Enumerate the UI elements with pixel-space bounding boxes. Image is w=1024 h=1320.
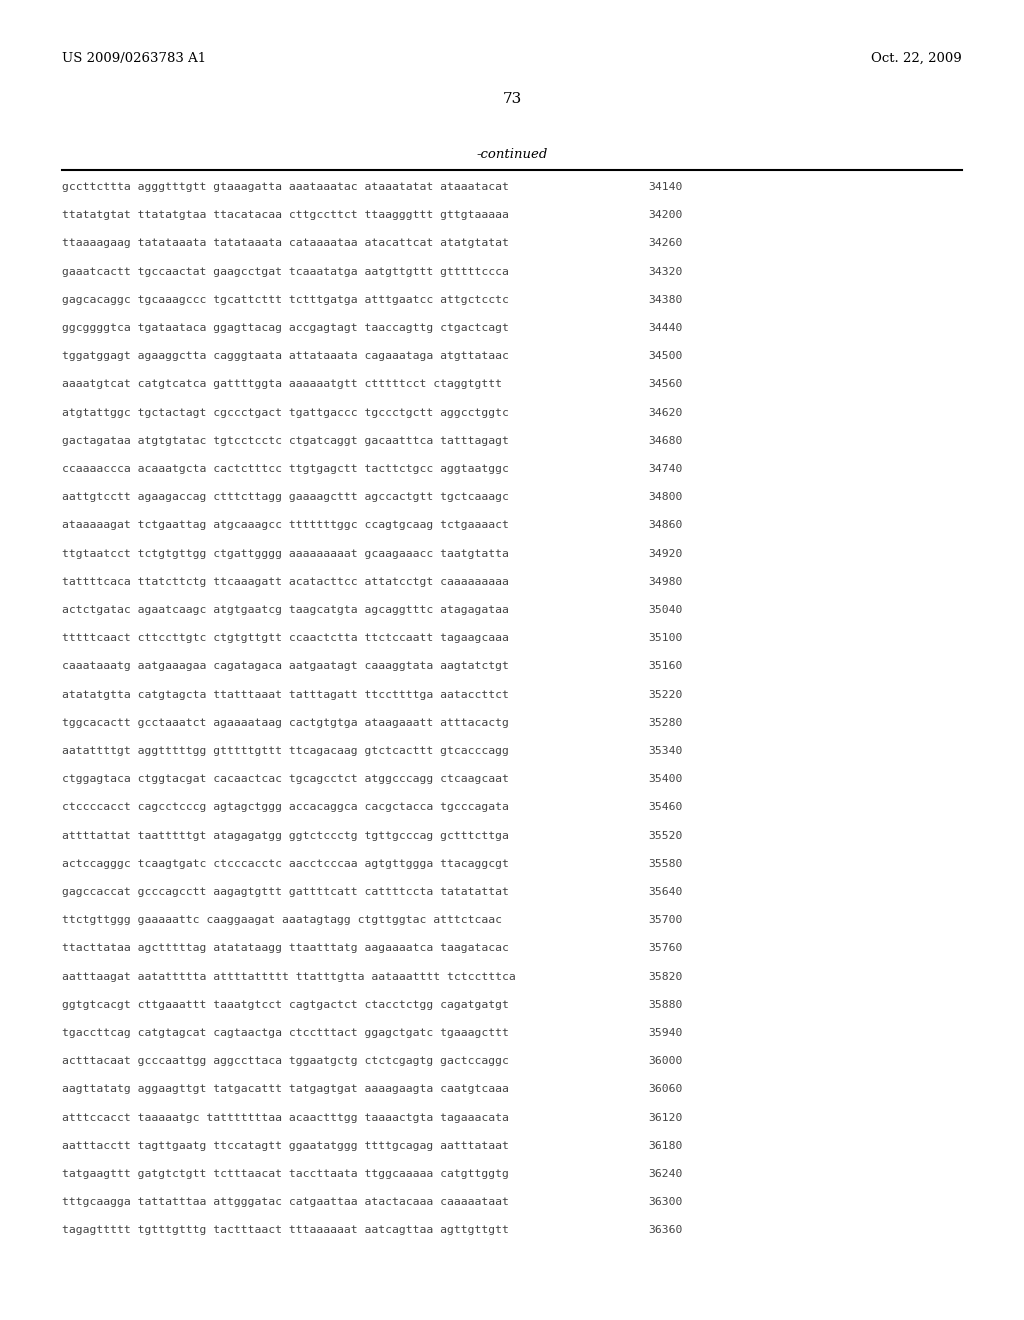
Text: 34740: 34740 — [648, 465, 682, 474]
Text: 35100: 35100 — [648, 634, 682, 643]
Text: 35820: 35820 — [648, 972, 682, 982]
Text: 34620: 34620 — [648, 408, 682, 417]
Text: aatttaagat aatattttta attttattttt ttatttgtta aataaatttt tctcctttca: aatttaagat aatattttta attttattttt ttattt… — [62, 972, 516, 982]
Text: 35400: 35400 — [648, 775, 682, 784]
Text: 35700: 35700 — [648, 915, 682, 925]
Text: 34380: 34380 — [648, 294, 682, 305]
Text: 35940: 35940 — [648, 1028, 682, 1038]
Text: -continued: -continued — [476, 148, 548, 161]
Text: tgaccttcag catgtagcat cagtaactga ctcctttact ggagctgatc tgaaagcttt: tgaccttcag catgtagcat cagtaactga ctccttt… — [62, 1028, 509, 1038]
Text: ttatatgtat ttatatgtaa ttacatacaa cttgccttct ttaagggttt gttgtaaaaa: ttatatgtat ttatatgtaa ttacatacaa cttgcct… — [62, 210, 509, 220]
Text: aattgtcctt agaagaccag ctttcttagg gaaaagcttt agccactgtt tgctcaaagc: aattgtcctt agaagaccag ctttcttagg gaaaagc… — [62, 492, 509, 502]
Text: 73: 73 — [503, 92, 521, 106]
Text: 36300: 36300 — [648, 1197, 682, 1208]
Text: tagagttttt tgtttgtttg tactttaact tttaaaaaat aatcagttaa agttgttgtt: tagagttttt tgtttgtttg tactttaact tttaaaa… — [62, 1225, 509, 1236]
Text: 34500: 34500 — [648, 351, 682, 362]
Text: caaataaatg aatgaaagaa cagatagaca aatgaatagt caaaggtata aagtatctgt: caaataaatg aatgaaagaa cagatagaca aatgaat… — [62, 661, 509, 672]
Text: 34560: 34560 — [648, 379, 682, 389]
Text: 34320: 34320 — [648, 267, 682, 277]
Text: 35340: 35340 — [648, 746, 682, 756]
Text: aatattttgt aggtttttgg gtttttgttt ttcagacaag gtctcacttt gtcacccagg: aatattttgt aggtttttgg gtttttgttt ttcagac… — [62, 746, 509, 756]
Text: 34680: 34680 — [648, 436, 682, 446]
Text: aagttatatg aggaagttgt tatgacattt tatgagtgat aaaagaagta caatgtcaaa: aagttatatg aggaagttgt tatgacattt tatgagt… — [62, 1085, 509, 1094]
Text: 35280: 35280 — [648, 718, 682, 727]
Text: tggcacactt gcctaaatct agaaaataag cactgtgtga ataagaaatt atttacactg: tggcacactt gcctaaatct agaaaataag cactgtg… — [62, 718, 509, 727]
Text: actctgatac agaatcaagc atgtgaatcg taagcatgta agcaggtttc atagagataa: actctgatac agaatcaagc atgtgaatcg taagcat… — [62, 605, 509, 615]
Text: 35160: 35160 — [648, 661, 682, 672]
Text: Oct. 22, 2009: Oct. 22, 2009 — [871, 51, 962, 65]
Text: ggtgtcacgt cttgaaattt taaatgtcct cagtgactct ctacctctgg cagatgatgt: ggtgtcacgt cttgaaattt taaatgtcct cagtgac… — [62, 999, 509, 1010]
Text: gaaatcactt tgccaactat gaagcctgat tcaaatatga aatgttgttt gtttttccca: gaaatcactt tgccaactat gaagcctgat tcaaata… — [62, 267, 509, 277]
Text: 35520: 35520 — [648, 830, 682, 841]
Text: 34140: 34140 — [648, 182, 682, 191]
Text: 36000: 36000 — [648, 1056, 682, 1067]
Text: 36120: 36120 — [648, 1113, 682, 1122]
Text: 34980: 34980 — [648, 577, 682, 587]
Text: atatatgtta catgtagcta ttatttaaat tatttagatt ttccttttga aataccttct: atatatgtta catgtagcta ttatttaaat tatttag… — [62, 689, 509, 700]
Text: ccaaaaccca acaaatgcta cactctttcc ttgtgagctt tacttctgcc aggtaatggc: ccaaaaccca acaaatgcta cactctttcc ttgtgag… — [62, 465, 509, 474]
Text: actccagggc tcaagtgatc ctcccacctc aacctcccaa agtgttggga ttacaggcgt: actccagggc tcaagtgatc ctcccacctc aacctcc… — [62, 859, 509, 869]
Text: US 2009/0263783 A1: US 2009/0263783 A1 — [62, 51, 206, 65]
Text: 36360: 36360 — [648, 1225, 682, 1236]
Text: gagcacaggc tgcaaagccc tgcattcttt tctttgatga atttgaatcc attgctcctc: gagcacaggc tgcaaagccc tgcattcttt tctttga… — [62, 294, 509, 305]
Text: tatgaagttt gatgtctgtt tctttaacat taccttaata ttggcaaaaa catgttggtg: tatgaagttt gatgtctgtt tctttaacat tacctta… — [62, 1170, 509, 1179]
Text: atttccacct taaaaatgc tatttttttaa acaactttgg taaaactgta tagaaacata: atttccacct taaaaatgc tatttttttaa acaactt… — [62, 1113, 509, 1122]
Text: 34800: 34800 — [648, 492, 682, 502]
Text: 34860: 34860 — [648, 520, 682, 531]
Text: tattttcaca ttatcttctg ttcaaagatt acatacttcc attatcctgt caaaaaaaaa: tattttcaca ttatcttctg ttcaaagatt acatact… — [62, 577, 509, 587]
Text: 35760: 35760 — [648, 944, 682, 953]
Text: ttaaaagaag tatataaata tatataaata cataaaataa atacattcat atatgtatat: ttaaaagaag tatataaata tatataaata cataaaa… — [62, 239, 509, 248]
Text: 36060: 36060 — [648, 1085, 682, 1094]
Text: aaaatgtcat catgtcatca gattttggta aaaaaatgtt ctttttcct ctaggtgttt: aaaatgtcat catgtcatca gattttggta aaaaaat… — [62, 379, 502, 389]
Text: gactagataa atgtgtatac tgtcctcctc ctgatcaggt gacaatttca tatttagagt: gactagataa atgtgtatac tgtcctcctc ctgatca… — [62, 436, 509, 446]
Text: ttgtaatcct tctgtgttgg ctgattgggg aaaaaaaaat gcaagaaacc taatgtatta: ttgtaatcct tctgtgttgg ctgattgggg aaaaaaa… — [62, 549, 509, 558]
Text: 35460: 35460 — [648, 803, 682, 812]
Text: 35220: 35220 — [648, 689, 682, 700]
Text: tttgcaagga tattatttaa attgggatac catgaattaa atactacaaa caaaaataat: tttgcaagga tattatttaa attgggatac catgaat… — [62, 1197, 509, 1208]
Text: ctggagtaca ctggtacgat cacaactcac tgcagcctct atggcccagg ctcaagcaat: ctggagtaca ctggtacgat cacaactcac tgcagcc… — [62, 775, 509, 784]
Text: ttacttataa agctttttag atatataagg ttaatttatg aagaaaatca taagatacac: ttacttataa agctttttag atatataagg ttaattt… — [62, 944, 509, 953]
Text: 35640: 35640 — [648, 887, 682, 898]
Text: tggatggagt agaaggctta cagggtaata attataaata cagaaataga atgttataac: tggatggagt agaaggctta cagggtaata attataa… — [62, 351, 509, 362]
Text: aatttacctt tagttgaatg ttccatagtt ggaatatggg ttttgcagag aatttataat: aatttacctt tagttgaatg ttccatagtt ggaatat… — [62, 1140, 509, 1151]
Text: ggcggggtca tgataataca ggagttacag accgagtagt taaccagttg ctgactcagt: ggcggggtca tgataataca ggagttacag accgagt… — [62, 323, 509, 333]
Text: ataaaaagat tctgaattag atgcaaagcc tttttttggc ccagtgcaag tctgaaaact: ataaaaagat tctgaattag atgcaaagcc ttttttt… — [62, 520, 509, 531]
Text: gccttcttta agggtttgtt gtaaagatta aaataaatac ataaatatat ataaatacat: gccttcttta agggtttgtt gtaaagatta aaataaa… — [62, 182, 509, 191]
Text: 34440: 34440 — [648, 323, 682, 333]
Text: atgtattggc tgctactagt cgccctgact tgattgaccc tgccctgctt aggcctggtc: atgtattggc tgctactagt cgccctgact tgattga… — [62, 408, 509, 417]
Text: gagccaccat gcccagcctt aagagtgttt gattttcatt cattttccta tatatattat: gagccaccat gcccagcctt aagagtgttt gattttc… — [62, 887, 509, 898]
Text: 34260: 34260 — [648, 239, 682, 248]
Text: 34200: 34200 — [648, 210, 682, 220]
Text: ttctgttggg gaaaaattc caaggaagat aaatagtagg ctgttggtac atttctcaac: ttctgttggg gaaaaattc caaggaagat aaatagta… — [62, 915, 502, 925]
Text: 34920: 34920 — [648, 549, 682, 558]
Text: actttacaat gcccaattgg aggccttaca tggaatgctg ctctcgagtg gactccaggc: actttacaat gcccaattgg aggccttaca tggaatg… — [62, 1056, 509, 1067]
Text: 35880: 35880 — [648, 999, 682, 1010]
Text: ctccccacct cagcctcccg agtagctggg accacaggca cacgctacca tgcccagata: ctccccacct cagcctcccg agtagctggg accacag… — [62, 803, 509, 812]
Text: tttttcaact cttccttgtc ctgtgttgtt ccaactctta ttctccaatt tagaagcaaa: tttttcaact cttccttgtc ctgtgttgtt ccaactc… — [62, 634, 509, 643]
Text: 35040: 35040 — [648, 605, 682, 615]
Text: attttattat taatttttgt atagagatgg ggtctccctg tgttgcccag gctttcttga: attttattat taatttttgt atagagatgg ggtctcc… — [62, 830, 509, 841]
Text: 35580: 35580 — [648, 859, 682, 869]
Text: 36240: 36240 — [648, 1170, 682, 1179]
Text: 36180: 36180 — [648, 1140, 682, 1151]
